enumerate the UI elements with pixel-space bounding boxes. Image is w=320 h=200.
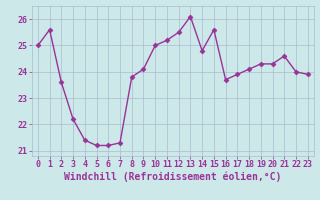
X-axis label: Windchill (Refroidissement éolien,°C): Windchill (Refroidissement éolien,°C)	[64, 172, 282, 182]
